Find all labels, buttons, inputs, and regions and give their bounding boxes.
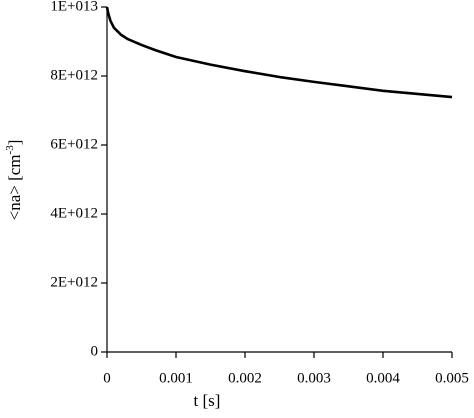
y-label-end: ]	[5, 140, 24, 146]
y-tick-label: 1E+013	[50, 0, 98, 14]
x-tick-label: 0.005	[435, 370, 469, 386]
y-tick-label: 0	[91, 343, 99, 359]
x-tick-label: 0.004	[366, 370, 400, 386]
y-tick-label: 8E+012	[50, 67, 98, 83]
x-tick-label: 0	[103, 370, 111, 386]
y-tick-label: 6E+012	[50, 136, 98, 152]
y-label-sup: -3	[4, 145, 16, 155]
data-line	[105, 6, 453, 99]
y-tick-label: 2E+012	[50, 274, 98, 290]
y-tick-label: 4E+012	[50, 205, 98, 221]
x-tick-label: 0.001	[159, 370, 193, 386]
y-axis-label: <na> [cm-3]	[4, 140, 24, 221]
x-tick-label: 0.003	[297, 370, 331, 386]
x-axis-label: t [s]	[194, 391, 221, 410]
x-tick-label: 0.002	[228, 370, 262, 386]
y-label-main: <na> [cm	[5, 154, 24, 220]
